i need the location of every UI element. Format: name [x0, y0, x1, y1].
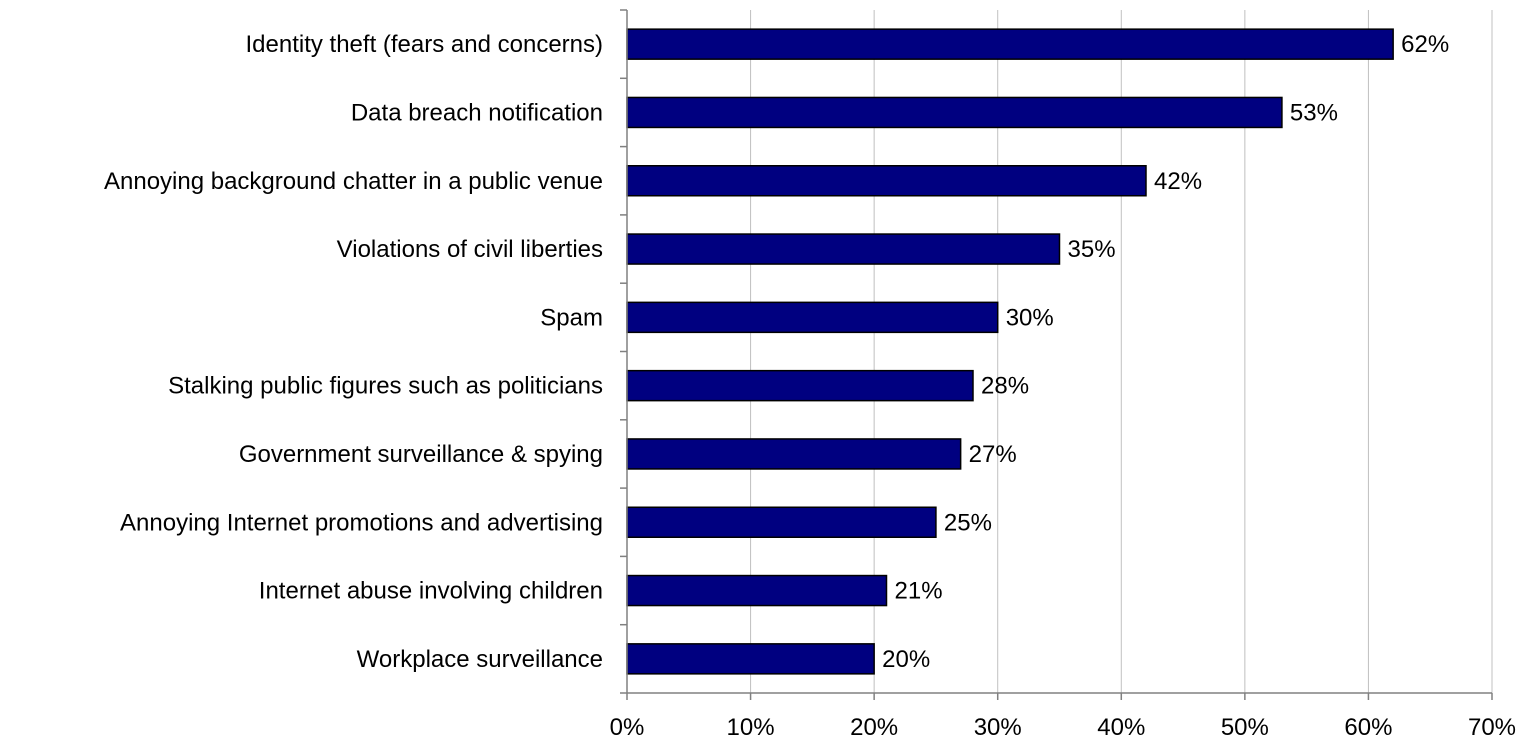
- bar: [626, 301, 999, 334]
- bar: [626, 574, 888, 607]
- axes: [620, 9, 1493, 700]
- value-label: 53%: [1290, 99, 1338, 126]
- x-tick-label: 50%: [1221, 714, 1269, 741]
- value-label: 30%: [1006, 304, 1054, 331]
- bar: [626, 369, 974, 402]
- value-label: 62%: [1401, 31, 1449, 58]
- x-tick-label: 10%: [727, 714, 775, 741]
- bar: [626, 643, 875, 675]
- value-label: 28%: [981, 373, 1029, 400]
- bar: [626, 506, 937, 538]
- value-label: 25%: [944, 509, 992, 536]
- value-label: 35%: [1068, 236, 1116, 263]
- category-label: Government surveillance & spying: [239, 441, 603, 468]
- x-tick-label: 30%: [974, 714, 1022, 741]
- value-label: 27%: [969, 441, 1017, 468]
- labels: Identity theft (fears and concerns) 62% Da…: [104, 31, 1516, 741]
- category-label: Violations of civil liberties: [337, 236, 603, 263]
- category-label: Annoying background chatter in a public …: [104, 168, 603, 195]
- category-label: Internet abuse involving children: [259, 578, 603, 605]
- category-label: Stalking public figures such as politici…: [168, 373, 603, 400]
- bar: [626, 165, 1147, 197]
- x-tick-label: 20%: [850, 714, 898, 741]
- value-label: 42%: [1154, 168, 1202, 195]
- bar: [626, 233, 1061, 265]
- bars: [626, 28, 1394, 675]
- x-tick-label: 0%: [610, 714, 645, 741]
- x-tick-label: 40%: [1097, 714, 1145, 741]
- bar: [626, 96, 1283, 129]
- value-label: 20%: [882, 646, 930, 673]
- category-label: Spam: [540, 304, 603, 331]
- category-label: Data breach notification: [351, 99, 603, 126]
- x-tick-label: 70%: [1468, 714, 1516, 741]
- category-label: Identity theft (fears and concerns): [245, 31, 603, 58]
- x-tick-label: 60%: [1344, 714, 1392, 741]
- bar: [626, 438, 962, 470]
- bar: [626, 28, 1394, 60]
- category-label: Workplace surveillance: [357, 646, 603, 673]
- category-label: Annoying Internet promotions and adverti…: [120, 509, 603, 536]
- value-label: 21%: [895, 578, 943, 605]
